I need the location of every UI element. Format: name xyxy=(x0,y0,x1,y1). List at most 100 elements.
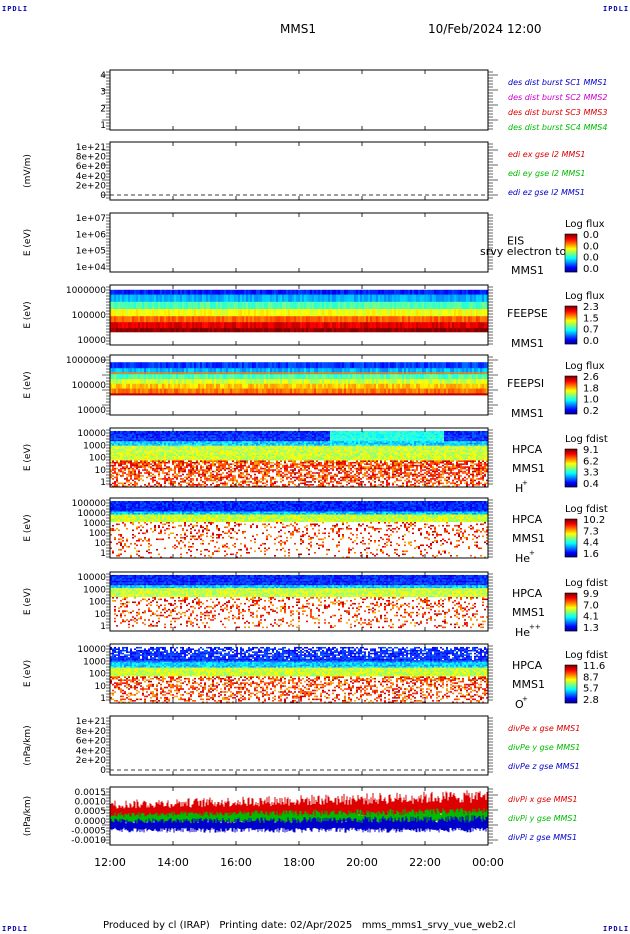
heat-cell xyxy=(156,469,158,471)
colorbar-stop xyxy=(565,269,577,271)
heat-cell xyxy=(226,435,228,437)
colorbar-tick-label: 1.5 xyxy=(583,313,599,324)
heat-cell xyxy=(338,388,340,394)
heat-cell xyxy=(192,448,194,451)
heat-cell xyxy=(114,481,116,483)
heat-cell xyxy=(158,456,160,458)
heat-cell xyxy=(168,436,170,439)
heat-cell xyxy=(200,457,202,460)
heat-cell xyxy=(110,451,112,454)
heat-cell xyxy=(332,383,334,390)
heat-cell xyxy=(232,294,234,303)
heat-cell xyxy=(280,379,282,385)
heat-cell xyxy=(218,457,220,460)
heat-cell xyxy=(480,294,482,303)
heat-cell xyxy=(310,379,312,385)
heat-cell xyxy=(382,289,384,296)
heat-cell xyxy=(224,482,226,485)
heat-cell xyxy=(312,374,314,380)
heat-cell xyxy=(212,430,214,433)
heat-cell xyxy=(472,368,474,375)
colorbar-stop xyxy=(565,240,577,242)
heat-cell xyxy=(352,368,354,375)
heat-cell xyxy=(210,393,212,396)
heat-cell xyxy=(112,485,114,488)
heat-cell xyxy=(256,383,258,390)
heat-cell xyxy=(462,393,464,396)
heat-cell xyxy=(198,450,200,452)
heat-cell xyxy=(158,328,160,333)
heat-cell xyxy=(112,447,114,449)
heat-cell xyxy=(170,374,172,380)
heat-cell xyxy=(344,393,346,396)
heat-cell xyxy=(162,441,164,443)
heat-cell xyxy=(262,309,264,317)
heat-cell xyxy=(310,322,312,329)
heat-cell xyxy=(200,453,202,455)
heat-cell xyxy=(204,472,206,474)
heat-cell xyxy=(132,374,134,380)
heat-cell xyxy=(198,430,200,433)
heat-cell xyxy=(262,388,264,394)
heat-cell xyxy=(134,473,136,476)
heat-cell xyxy=(158,470,160,473)
y-tick-label: 10000 xyxy=(77,406,106,416)
heat-cell xyxy=(316,362,318,369)
heat-cell xyxy=(146,458,148,461)
heat-cell xyxy=(226,289,228,296)
heat-cell xyxy=(196,289,198,296)
heat-cell xyxy=(318,383,320,390)
heat-cell xyxy=(206,436,208,439)
heat-cell xyxy=(118,447,120,449)
heat-cell xyxy=(468,388,470,394)
heat-cell xyxy=(304,393,306,396)
heat-cell xyxy=(314,289,316,296)
heat-cell xyxy=(466,383,468,390)
heat-cell xyxy=(196,379,198,385)
panel-frame-edi_e_gse xyxy=(109,141,489,201)
heat-cell xyxy=(152,464,154,467)
heat-cell xyxy=(174,322,176,329)
heat-cell xyxy=(112,450,114,452)
heat-cell xyxy=(400,383,402,390)
heat-cell xyxy=(276,379,278,385)
heat-cell xyxy=(380,368,382,375)
heat-cell xyxy=(118,430,120,433)
heat-cell xyxy=(172,289,174,296)
heat-cell xyxy=(190,432,192,434)
heat-cell xyxy=(128,435,130,437)
heat-cell xyxy=(130,454,132,457)
heat-cell xyxy=(252,294,254,303)
heat-cell xyxy=(246,393,248,396)
heat-cell xyxy=(204,453,206,455)
heat-cell xyxy=(142,463,144,465)
heat-cell xyxy=(428,379,430,385)
heat-cell xyxy=(262,362,264,369)
heat-cell xyxy=(114,368,116,375)
heat-cell xyxy=(312,301,314,310)
heat-cell xyxy=(158,441,160,443)
heat-cell xyxy=(164,476,166,479)
heat-cell xyxy=(208,432,210,434)
heat-cell xyxy=(154,328,156,333)
heat-cell xyxy=(184,481,186,483)
heat-cell xyxy=(122,430,124,433)
heat-cell xyxy=(374,362,376,369)
heat-cell xyxy=(142,454,144,457)
colorbar-stop xyxy=(565,394,577,396)
heat-cell xyxy=(122,451,124,454)
heat-cell xyxy=(308,294,310,303)
heat-cell xyxy=(146,294,148,303)
heat-cell xyxy=(132,447,134,449)
heat-cell xyxy=(268,362,270,369)
heat-cell xyxy=(400,301,402,310)
heat-cell xyxy=(398,316,400,323)
heat-cell xyxy=(148,328,150,333)
heat-cell xyxy=(254,383,256,390)
heat-cell xyxy=(170,481,172,483)
heat-cell xyxy=(452,379,454,385)
y-tick-label: 1 xyxy=(100,121,106,131)
heat-cell xyxy=(142,362,144,369)
heat-cell xyxy=(226,454,228,457)
heat-cell xyxy=(310,309,312,317)
